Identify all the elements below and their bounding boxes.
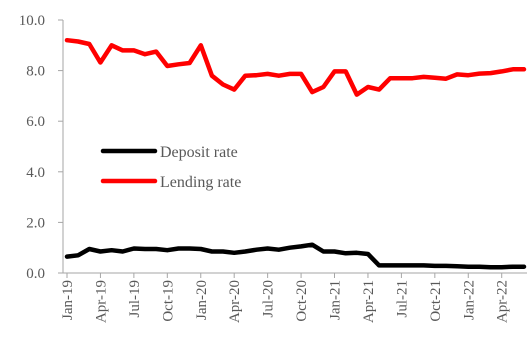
y-tick-label: 0.0 bbox=[26, 266, 45, 282]
x-tick-label: Jan-20 bbox=[194, 280, 210, 320]
y-tick-label: 8.0 bbox=[26, 64, 45, 80]
legend-label-deposit-rate: Deposit rate bbox=[160, 144, 238, 161]
x-tick-label: Jan-22 bbox=[461, 280, 477, 320]
y-tick-label: 6.0 bbox=[26, 114, 45, 130]
y-tick-label: 2.0 bbox=[26, 215, 45, 231]
x-tick-label: Jan-19 bbox=[60, 280, 76, 320]
x-tick-label: Apr-22 bbox=[495, 280, 511, 323]
series-layer bbox=[64, 37, 527, 270]
x-tick-label: Jan-21 bbox=[328, 280, 344, 320]
x-axis-ticks: Jan-19 Apr-19 Jul-19 Oct-19 Jan-20 Apr-20 Jul-… bbox=[60, 273, 511, 323]
y-tick-label: 4.0 bbox=[26, 165, 45, 181]
y-tick-label: 10.0 bbox=[19, 13, 45, 29]
x-tick-label: Apr-21 bbox=[361, 280, 377, 323]
x-tick-label: Apr-20 bbox=[227, 280, 243, 323]
legend-label-lending-rate: Lending rate bbox=[160, 174, 241, 191]
legend: Deposit rate Lending rate bbox=[100, 144, 241, 191]
chart-axes bbox=[62, 20, 527, 274]
x-tick-label: Apr-19 bbox=[93, 280, 109, 323]
series-line-deposit-rate bbox=[64, 242, 527, 270]
x-tick-label: Jul-21 bbox=[394, 280, 410, 318]
x-tick-label: Jul-20 bbox=[261, 280, 277, 318]
x-tick-label: Oct-20 bbox=[294, 280, 310, 322]
y-axis-ticks: 0.0 2.0 4.0 6.0 8.0 10.0 bbox=[19, 13, 63, 282]
x-tick-label: Oct-19 bbox=[160, 280, 176, 322]
x-tick-label: Oct-21 bbox=[428, 280, 444, 322]
x-tick-label: Jul-19 bbox=[127, 280, 143, 318]
series-line-lending-rate bbox=[64, 37, 527, 97]
